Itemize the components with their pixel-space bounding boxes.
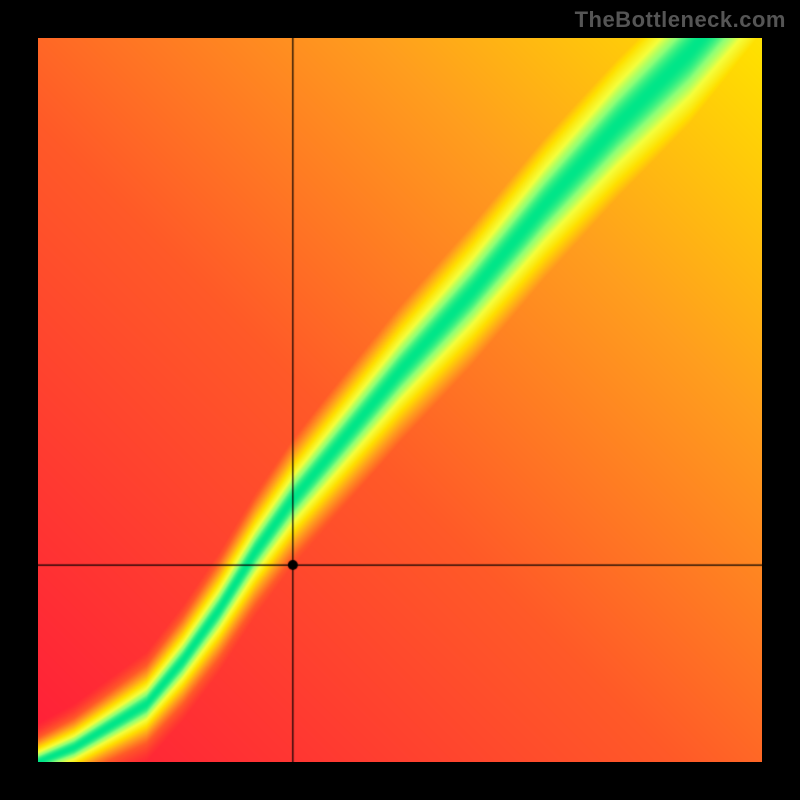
heatmap-canvas <box>38 38 762 762</box>
heatmap-plot-area <box>38 38 762 762</box>
watermark-source: TheBottleneck.com <box>575 7 786 33</box>
